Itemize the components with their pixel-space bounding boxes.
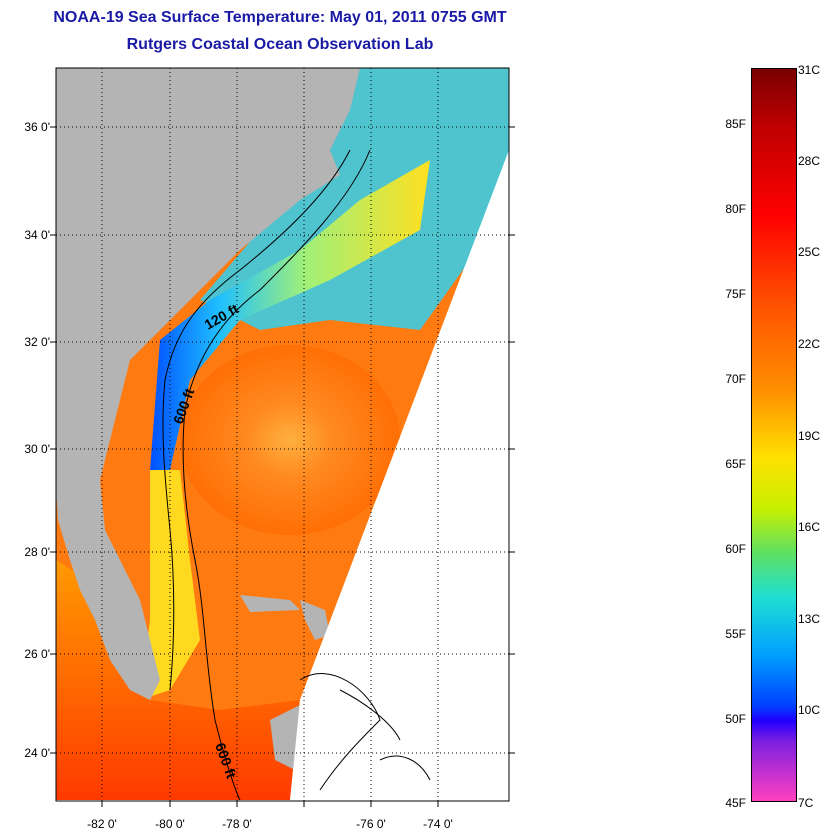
colorbar-label-28c: 28C	[798, 154, 821, 168]
temperature-colorbar	[751, 68, 797, 802]
land-bahamas-grand	[240, 595, 300, 612]
lat-label-34: 34 0'	[24, 228, 50, 242]
map-title: NOAA-19 Sea Surface Temperature: May 01,…	[53, 9, 507, 26]
lat-label-26: 26 0'	[24, 647, 50, 661]
lat-label-28: 28 0'	[24, 545, 50, 559]
colorbar-label-60f: 60F	[725, 542, 746, 556]
lat-label-36: 36 0'	[24, 120, 50, 134]
colorbar-label-10c: 10C	[798, 703, 821, 717]
lon-label-80: -80 0'	[155, 817, 185, 831]
colorbar-label-70f: 70F	[725, 372, 746, 386]
colorbar-label-85f: 85F	[725, 117, 746, 131]
colorbar-label-25c: 25C	[798, 245, 821, 259]
lon-label-76: -76 0'	[356, 817, 386, 831]
land-north-america	[56, 68, 360, 700]
lat-label-32: 32 0'	[24, 335, 50, 349]
lat-label-30: 30 0'	[24, 442, 50, 456]
colorbar-label-50f: 50F	[725, 712, 746, 726]
colorbar-label-55f: 55F	[725, 627, 746, 641]
no-data-region	[290, 150, 509, 801]
colorbar-label-31c: 31C	[798, 63, 821, 77]
bahamas-outline	[299, 673, 431, 791]
lon-label-82: -82 0'	[87, 817, 117, 831]
lon-label-74: -74 0'	[423, 817, 453, 831]
colorbar-label-22c: 22C	[798, 337, 821, 351]
lat-label-24: 24 0'	[24, 746, 50, 760]
map-subtitle: Rutgers Coastal Ocean Observation Lab	[126, 36, 434, 53]
map-frame	[55, 67, 510, 802]
contour-120ft	[162, 149, 351, 691]
land-bahamas-abaco	[300, 600, 330, 640]
colorbar-label-16c: 16C	[798, 520, 821, 534]
map-ticks	[50, 126, 515, 807]
colorbar-label-19c: 19C	[798, 429, 821, 443]
colorbar-label-80f: 80F	[725, 202, 746, 216]
lon-label-78: -78 0'	[222, 817, 252, 831]
contour-600ft	[182, 149, 371, 801]
colorbar-label-13c: 13C	[798, 612, 821, 626]
warm-eddy	[180, 345, 400, 535]
colorbar-label-7c: 7C	[798, 796, 814, 810]
shelf-water	[150, 160, 430, 560]
colorbar-label-65f: 65F	[725, 457, 746, 471]
colorbar-label-45f: 45F	[725, 796, 746, 810]
colorbar-label-75f: 75F	[725, 287, 746, 301]
